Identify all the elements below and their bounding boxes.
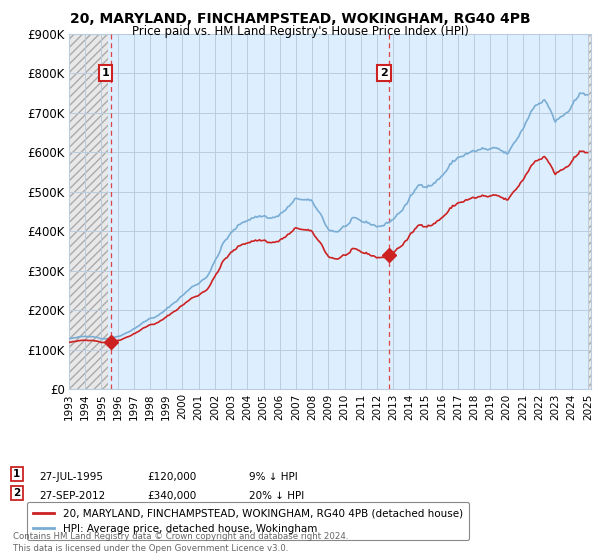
Text: 27-SEP-2012: 27-SEP-2012 (39, 491, 105, 501)
Text: 20% ↓ HPI: 20% ↓ HPI (249, 491, 304, 501)
Legend: 20, MARYLAND, FINCHAMPSTEAD, WOKINGHAM, RG40 4PB (detached house), HPI: Average : 20, MARYLAND, FINCHAMPSTEAD, WOKINGHAM, … (27, 502, 469, 540)
Bar (588, 34, 591, 389)
Text: 1: 1 (13, 469, 20, 479)
Text: £120,000: £120,000 (147, 472, 196, 482)
Text: £340,000: £340,000 (147, 491, 196, 501)
Text: 2: 2 (13, 488, 20, 498)
Text: Price paid vs. HM Land Registry's House Price Index (HPI): Price paid vs. HM Land Registry's House … (131, 25, 469, 38)
Bar (69, 34, 108, 389)
Text: 27-JUL-1995: 27-JUL-1995 (39, 472, 103, 482)
Text: Contains HM Land Registry data © Crown copyright and database right 2024.
This d: Contains HM Land Registry data © Crown c… (13, 533, 349, 553)
Text: 20, MARYLAND, FINCHAMPSTEAD, WOKINGHAM, RG40 4PB: 20, MARYLAND, FINCHAMPSTEAD, WOKINGHAM, … (70, 12, 530, 26)
Text: 1: 1 (102, 68, 110, 78)
Text: 2: 2 (380, 68, 388, 78)
Text: 9% ↓ HPI: 9% ↓ HPI (249, 472, 298, 482)
